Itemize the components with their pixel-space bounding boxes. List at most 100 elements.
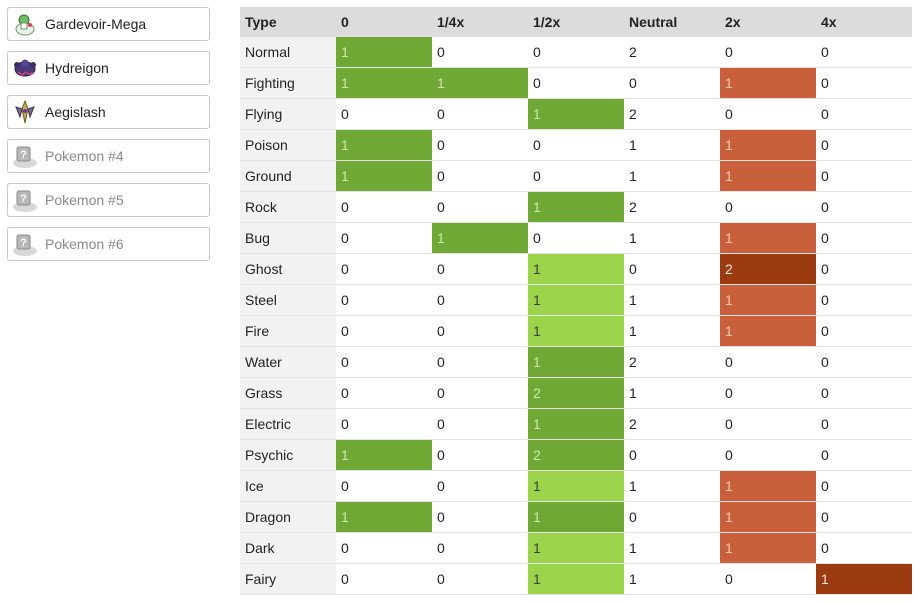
- count-cell: 1: [720, 470, 816, 502]
- type-coverage-table: Type 0 1/4x 1/2x Neutral 2x 4x Normal 1 0 0…: [240, 7, 912, 595]
- count-cell: 1: [720, 315, 816, 347]
- count-cell: 0: [816, 37, 912, 68]
- count-cell: 0: [432, 346, 528, 378]
- count-cell: 0: [336, 191, 432, 223]
- count-cell: 0: [336, 532, 432, 564]
- count-cell: 1: [528, 408, 624, 440]
- column-header-type[interactable]: Type: [240, 7, 336, 37]
- count-cell: 0: [336, 377, 432, 409]
- pokeball-placeholder-icon: ?: [10, 229, 40, 259]
- table-row: Steel 0 0 1 1 1 0: [240, 284, 912, 316]
- count-cell: 0: [528, 129, 624, 161]
- count-cell: 0: [432, 532, 528, 564]
- count-cell: 0: [432, 563, 528, 595]
- count-cell: 1: [624, 222, 720, 254]
- count-cell: 1: [816, 563, 912, 595]
- count-cell: 0: [816, 222, 912, 254]
- count-cell: 0: [816, 377, 912, 409]
- gardevoir-mega-sprite-icon: [10, 9, 40, 39]
- count-cell: 0: [720, 346, 816, 378]
- count-cell: 0: [336, 253, 432, 285]
- type-name-cell: Poison: [240, 129, 336, 161]
- type-name-cell: Steel: [240, 284, 336, 316]
- count-cell: 0: [720, 191, 816, 223]
- count-cell: 0: [816, 470, 912, 502]
- team-slot-3[interactable]: Aegislash: [7, 95, 210, 129]
- count-cell: 0: [432, 98, 528, 130]
- table-row: Electric 0 0 1 2 0 0: [240, 408, 912, 440]
- count-cell: 1: [624, 315, 720, 347]
- count-cell: 0: [720, 439, 816, 471]
- count-cell: 1: [336, 439, 432, 471]
- team-slot-5[interactable]: ? Pokemon #5: [7, 183, 210, 217]
- count-cell: 0: [624, 253, 720, 285]
- table-header-row: Type 0 1/4x 1/2x Neutral 2x 4x: [240, 7, 912, 37]
- count-cell: 0: [432, 253, 528, 285]
- table-row: Bug 0 1 0 1 1 0: [240, 222, 912, 254]
- count-cell: 0: [816, 191, 912, 223]
- count-cell: 0: [432, 439, 528, 471]
- count-cell: 1: [624, 563, 720, 595]
- type-name-cell: Electric: [240, 408, 336, 440]
- count-cell: 1: [528, 563, 624, 595]
- count-cell: 0: [720, 37, 816, 68]
- column-header-immune[interactable]: 0: [336, 7, 432, 37]
- count-cell: 1: [720, 160, 816, 192]
- count-cell: 0: [528, 222, 624, 254]
- count-cell: 1: [528, 346, 624, 378]
- count-cell: 0: [336, 563, 432, 595]
- count-cell: 1: [336, 129, 432, 161]
- count-cell: 1: [720, 532, 816, 564]
- team-slot-1-name: Gardevoir-Mega: [45, 16, 147, 32]
- table-row: Water 0 0 1 2 0 0: [240, 346, 912, 378]
- count-cell: 1: [336, 37, 432, 68]
- type-name-cell: Dark: [240, 532, 336, 564]
- count-cell: 0: [336, 346, 432, 378]
- table-row: Flying 0 0 1 2 0 0: [240, 98, 912, 130]
- column-header-double[interactable]: 2x: [720, 7, 816, 37]
- column-header-neutral[interactable]: Neutral: [624, 7, 720, 37]
- count-cell: 0: [432, 377, 528, 409]
- count-cell: 0: [528, 37, 624, 68]
- count-cell: 1: [528, 284, 624, 316]
- table-row: Dragon 1 0 1 0 1 0: [240, 501, 912, 533]
- count-cell: 0: [816, 439, 912, 471]
- count-cell: 1: [432, 67, 528, 99]
- type-name-cell: Grass: [240, 377, 336, 409]
- team-slot-1[interactable]: Gardevoir-Mega: [7, 7, 210, 41]
- svg-text:?: ?: [20, 149, 27, 161]
- count-cell: 1: [432, 222, 528, 254]
- count-cell: 0: [432, 191, 528, 223]
- team-slot-6[interactable]: ? Pokemon #6: [7, 227, 210, 261]
- count-cell: 0: [432, 129, 528, 161]
- count-cell: 1: [336, 501, 432, 533]
- count-cell: 0: [816, 532, 912, 564]
- type-coverage-table-container: Type 0 1/4x 1/2x Neutral 2x 4x Normal 1 0 0…: [240, 7, 912, 595]
- type-name-cell: Fighting: [240, 67, 336, 99]
- count-cell: 0: [336, 470, 432, 502]
- count-cell: 2: [720, 253, 816, 285]
- count-cell: 2: [528, 377, 624, 409]
- count-cell: 2: [528, 439, 624, 471]
- type-name-cell: Normal: [240, 37, 336, 68]
- svg-text:?: ?: [20, 193, 27, 205]
- count-cell: 1: [528, 501, 624, 533]
- team-slot-4[interactable]: ? Pokemon #4: [7, 139, 210, 173]
- count-cell: 1: [528, 253, 624, 285]
- count-cell: 0: [816, 160, 912, 192]
- count-cell: 0: [816, 346, 912, 378]
- team-slot-2[interactable]: Hydreigon: [7, 51, 210, 85]
- column-header-quarter[interactable]: 1/4x: [432, 7, 528, 37]
- column-header-quadruple[interactable]: 4x: [816, 7, 912, 37]
- type-name-cell: Ground: [240, 160, 336, 192]
- table-header: Type 0 1/4x 1/2x Neutral 2x 4x: [240, 7, 912, 37]
- count-cell: 0: [432, 315, 528, 347]
- count-cell: 1: [528, 470, 624, 502]
- table-body: Normal 1 0 0 2 0 0 Fighting 1 1 0 0 1 0 Flying 0 0 1 2 0 0 Po…: [240, 37, 912, 595]
- team-slot-5-name: Pokemon #5: [45, 192, 124, 208]
- column-header-half[interactable]: 1/2x: [528, 7, 624, 37]
- count-cell: 0: [816, 408, 912, 440]
- count-cell: 1: [528, 532, 624, 564]
- count-cell: 0: [816, 501, 912, 533]
- count-cell: 1: [720, 129, 816, 161]
